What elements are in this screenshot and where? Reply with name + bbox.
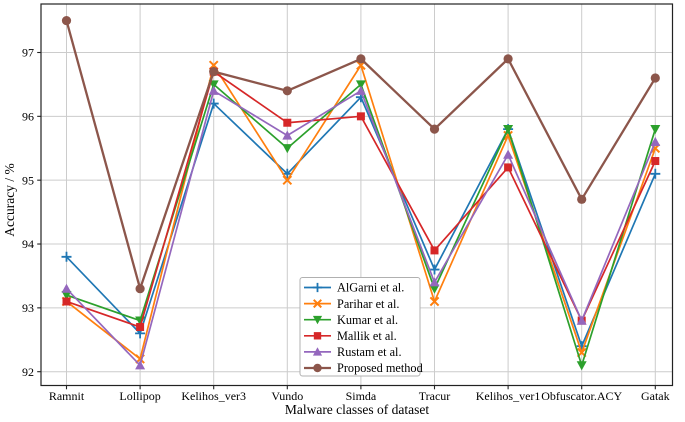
x-tick-label: Lollipop bbox=[119, 389, 160, 403]
y-tick-label: 94 bbox=[22, 237, 34, 251]
plus-marker bbox=[312, 282, 323, 293]
plus-marker bbox=[650, 168, 661, 179]
x-tick-label: Kelihos_ver1 bbox=[476, 389, 541, 403]
plus-marker bbox=[576, 341, 587, 352]
triangle-down-marker bbox=[576, 361, 587, 371]
square-marker bbox=[283, 118, 292, 127]
axes-layer: Ramnit Lollipop Kelihos_ver3 Vundo Simda Trac… bbox=[22, 3, 674, 403]
circle-marker bbox=[356, 54, 366, 64]
triangle-up-marker bbox=[429, 277, 440, 287]
x-tick-label: Gatak bbox=[641, 389, 670, 403]
x-marker bbox=[313, 299, 322, 309]
plot-border bbox=[40, 3, 674, 387]
triangle-down-marker bbox=[355, 80, 366, 90]
triangle-down-marker bbox=[282, 144, 293, 154]
circle-marker bbox=[209, 67, 219, 77]
legend-label: Mallik et al. bbox=[337, 329, 397, 343]
triangle-up-marker bbox=[61, 283, 72, 293]
triangle-up-marker bbox=[576, 315, 587, 325]
legend-item-parihar-et-al: Parihar et al. bbox=[304, 297, 399, 311]
square-marker bbox=[504, 163, 513, 172]
x-tick-label: Tracur bbox=[419, 389, 451, 403]
series-layer bbox=[61, 15, 661, 371]
triangle-up-marker bbox=[355, 85, 366, 95]
x-tick-label: Ramnit bbox=[49, 389, 85, 403]
y-tick-label: 92 bbox=[22, 365, 34, 379]
triangle-down-marker bbox=[61, 290, 72, 301]
plus-marker bbox=[61, 251, 72, 262]
square-marker bbox=[313, 332, 322, 340]
legend-label: Proposed method bbox=[337, 361, 423, 375]
y-tick-label: 93 bbox=[22, 301, 34, 315]
x-tick-label: Simda bbox=[346, 389, 377, 403]
y-tick-label: 95 bbox=[22, 173, 34, 187]
triangle-up-marker bbox=[135, 360, 146, 370]
x-tick-label: Obfuscator.ACY bbox=[541, 389, 622, 403]
circle-marker bbox=[429, 124, 440, 134]
legend-item-mallik-et-al: Mallik et al. bbox=[304, 329, 397, 343]
triangle-up-marker bbox=[282, 130, 293, 140]
triangle-up-marker bbox=[503, 149, 514, 159]
square-marker bbox=[651, 157, 660, 166]
circle-marker bbox=[577, 194, 587, 204]
plus-marker bbox=[429, 264, 440, 275]
y-tick-label: 97 bbox=[22, 46, 34, 60]
series-proposed-method bbox=[61, 15, 660, 294]
legend-label: Parihar et al. bbox=[337, 297, 399, 311]
triangle-down-marker bbox=[312, 315, 323, 325]
legend-label: Kumar et al. bbox=[337, 313, 398, 327]
square-marker bbox=[430, 246, 439, 255]
legend-item-kumar-et-al: Kumar et al. bbox=[304, 313, 398, 327]
series-rustam-et-al bbox=[61, 85, 661, 370]
triangle-up-marker bbox=[312, 347, 323, 356]
square-marker bbox=[62, 297, 71, 306]
legend: AlGarni et al. Parihar et al. Kumar et al.… bbox=[299, 277, 423, 377]
triangle-down-marker bbox=[503, 125, 514, 135]
square-marker bbox=[356, 112, 365, 121]
x-tick-label: Kelihos_ver3 bbox=[181, 389, 246, 403]
legend-item-rustam-et-al: Rustam et al. bbox=[304, 345, 402, 359]
legend-label: AlGarni et al. bbox=[337, 281, 404, 295]
x-tick-label: Vundo bbox=[271, 389, 303, 403]
y-axis-label: Accuracy / % bbox=[2, 163, 17, 236]
triangle-down-marker bbox=[650, 125, 661, 135]
legend-item-proposed-method: Proposed method bbox=[304, 361, 423, 375]
circle-marker bbox=[282, 86, 292, 96]
circle-marker bbox=[503, 54, 513, 64]
circle-marker bbox=[313, 363, 322, 373]
square-marker bbox=[136, 323, 145, 332]
triangle-up-marker bbox=[650, 136, 661, 146]
y-tick-label: 96 bbox=[22, 110, 34, 124]
x-marker bbox=[429, 296, 440, 307]
circle-marker bbox=[650, 73, 660, 83]
legend-label: Rustam et al. bbox=[337, 345, 402, 359]
x-marker bbox=[282, 175, 293, 185]
circle-marker bbox=[61, 15, 72, 26]
legend-item-algarni-et-al: AlGarni et al. bbox=[304, 281, 404, 295]
x-axis-label: Malware classes of dataset bbox=[285, 402, 430, 417]
circle-marker bbox=[135, 284, 145, 294]
triangle-up-marker bbox=[208, 85, 219, 95]
triangle-down-marker bbox=[429, 284, 440, 294]
